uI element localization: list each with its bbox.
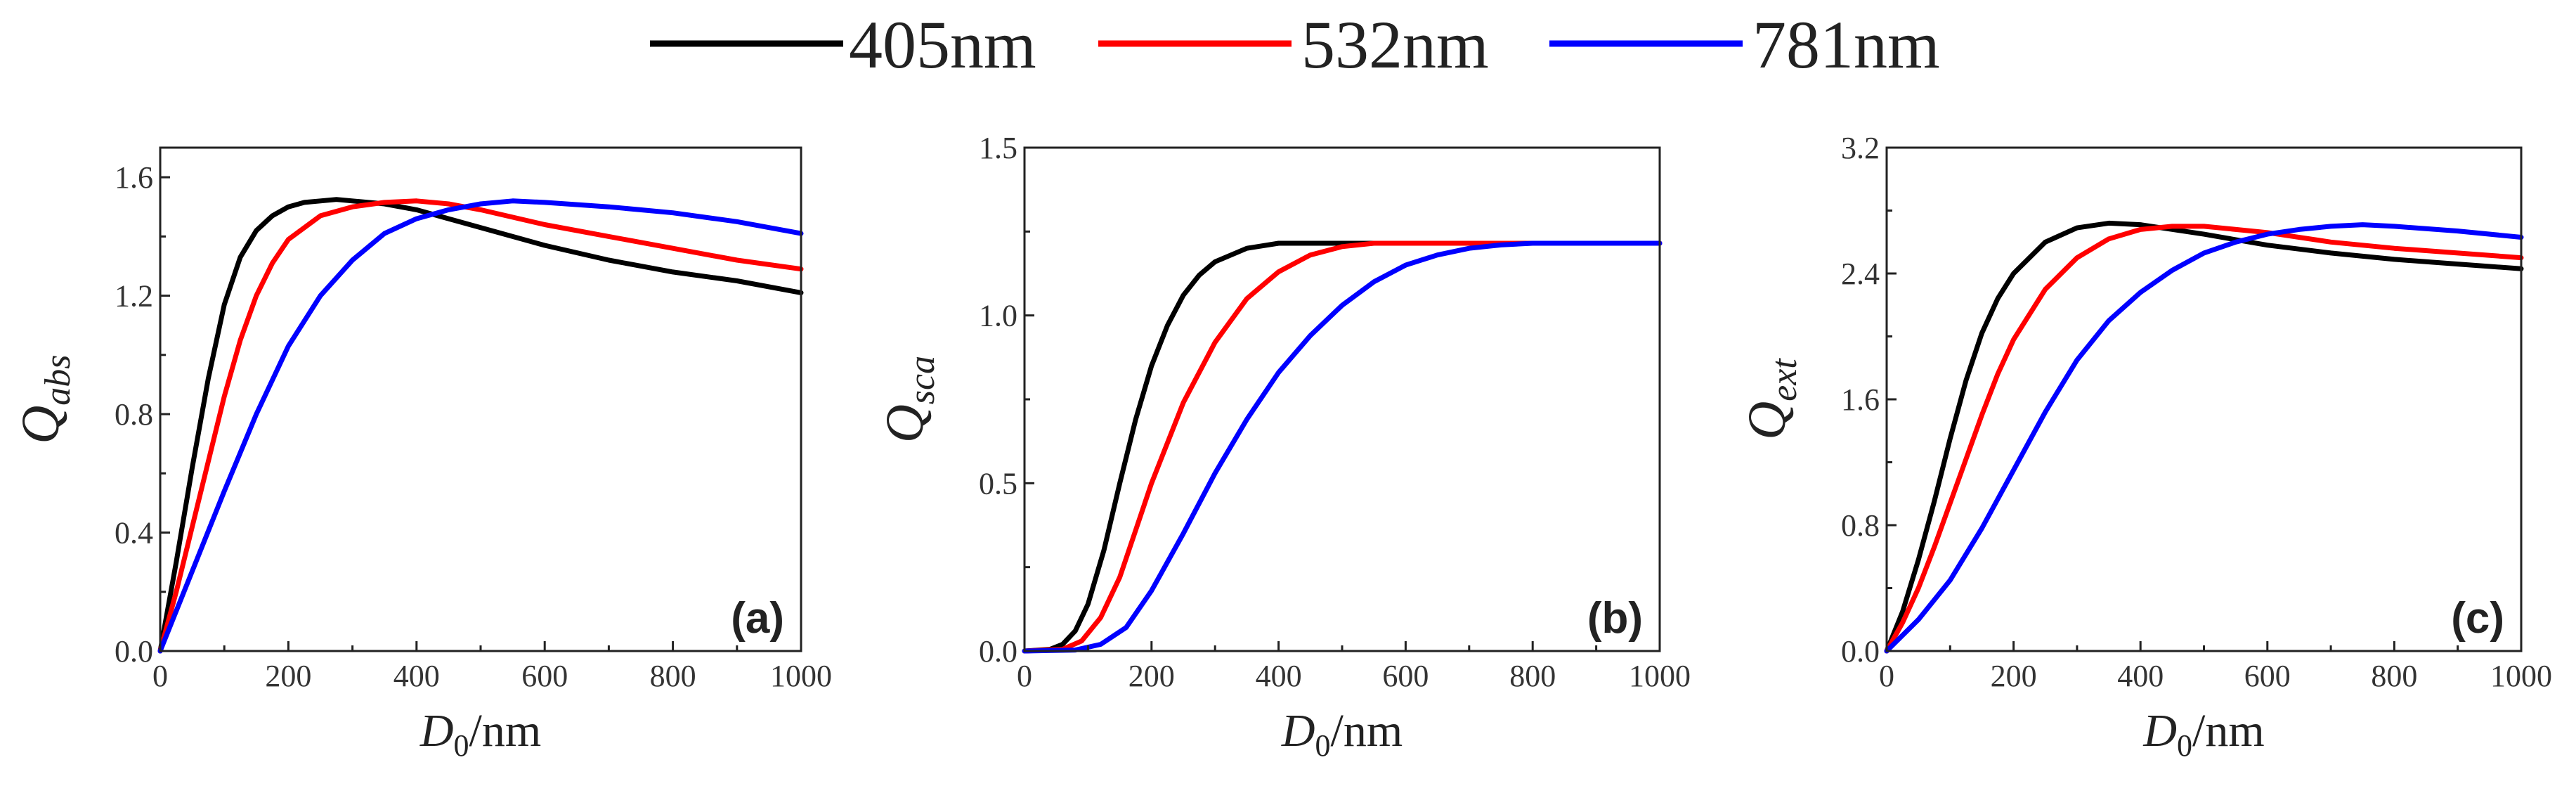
x-tick-label: 800 [2371, 659, 2417, 693]
series-line-405nm [1884, 220, 2524, 654]
series-line-781nm [157, 198, 804, 654]
x-axis-label-symbol: D [1281, 705, 1315, 756]
x-axis-label-subscript: 0 [453, 728, 469, 763]
panel-label: (a) [731, 594, 784, 643]
x-tick-label: 0 [1017, 659, 1032, 693]
x-axis-label-symbol: D [2142, 705, 2177, 756]
y-axis-label: Qext [1738, 358, 1804, 440]
y-tick-label: 0.8 [1841, 508, 1880, 543]
chart-panel-c: 0 200 400 600 800 10000.00.81.62.43.2D0/nmQex… [1738, 131, 2552, 763]
chart-panels: 0 200 400 600 800 10000.00.40.81.21.6D0/nmQab… [11, 131, 2552, 763]
y-tick-label: 0.0 [979, 634, 1017, 669]
x-axis-label: D0/nm [1281, 705, 1403, 763]
plot-frame [1885, 146, 2523, 652]
x-axis-label: D0/nm [2142, 705, 2264, 763]
x-axis-label-symbol: D [419, 705, 454, 756]
legend-label-532nm: 532nm [1301, 7, 1489, 82]
x-tick-label: 200 [1991, 659, 2037, 693]
y-tick-label: 2.4 [1841, 257, 1880, 291]
legend-label-405nm: 405nm [849, 7, 1036, 82]
panel-label: (c) [2451, 594, 2504, 643]
y-tick-label: 0.0 [1841, 634, 1880, 669]
x-axis-label: D0/nm [419, 705, 541, 763]
y-axis-label-symbol: Q [1738, 401, 1797, 440]
y-axis-label: Qabs [11, 354, 78, 444]
legend: 405nm 532nm 781nm [650, 7, 1940, 82]
plot-frame [159, 146, 802, 652]
x-tick-label: 400 [1256, 659, 1302, 693]
x-tick-label: 400 [2117, 659, 2164, 693]
y-axis-label-subscript: ext [1764, 358, 1804, 401]
x-axis-label-unit: /nm [2192, 705, 2265, 756]
x-axis-label-unit: /nm [1330, 705, 1403, 756]
x-tick-label: 200 [265, 659, 311, 693]
y-tick-label: 0.4 [115, 516, 153, 550]
x-tick-label: 1000 [1629, 659, 1691, 693]
x-tick-label: 400 [393, 659, 440, 693]
panel-label: (b) [1587, 594, 1643, 643]
x-tick-label: 0 [1879, 659, 1894, 693]
series-line-781nm [1884, 222, 2524, 654]
y-tick-label: 3.2 [1841, 131, 1880, 165]
legend-label-781nm: 781nm [1752, 7, 1940, 82]
y-axis-label-subscript: abs [38, 354, 78, 405]
x-tick-label: 600 [2244, 659, 2291, 693]
y-axis-label-subscript: sca [902, 356, 942, 404]
y-tick-label: 0.5 [979, 466, 1017, 501]
y-tick-label: 1.0 [979, 299, 1017, 333]
x-axis-label-subscript: 0 [2177, 728, 2192, 763]
chart-panel-a: 0 200 400 600 800 10000.00.40.81.21.6D0/nmQab… [11, 146, 832, 763]
y-tick-label: 1.5 [979, 131, 1017, 165]
x-tick-label: 1000 [2490, 659, 2552, 693]
x-tick-label: 1000 [770, 659, 832, 693]
y-axis-label-symbol: Q [876, 404, 935, 443]
y-tick-label: 0.8 [115, 397, 153, 432]
y-tick-label: 0.0 [115, 634, 153, 669]
x-axis-label-subscript: 0 [1315, 728, 1330, 763]
series-line-532nm [1022, 240, 1663, 654]
series-line-532nm [157, 198, 804, 654]
series-line-532nm [1884, 224, 2524, 654]
series-line-405nm [157, 197, 804, 654]
x-axis-label-unit: /nm [469, 705, 541, 756]
x-tick-label: 200 [1128, 659, 1175, 693]
y-tick-label: 1.6 [1841, 382, 1880, 417]
chart-panel-b: 0 200 400 600 800 10000.00.51.01.5D0/nmQsca(b… [876, 131, 1691, 763]
x-tick-label: 600 [521, 659, 568, 693]
y-axis-label-symbol: Q [11, 406, 70, 444]
x-tick-label: 800 [1509, 659, 1556, 693]
x-tick-label: 800 [650, 659, 696, 693]
y-tick-label: 1.6 [115, 160, 153, 195]
y-axis-label: Qsca [876, 356, 942, 443]
x-tick-label: 0 [152, 659, 168, 693]
y-tick-label: 1.2 [115, 279, 153, 314]
series-line-781nm [1022, 240, 1663, 654]
x-tick-label: 600 [1382, 659, 1429, 693]
